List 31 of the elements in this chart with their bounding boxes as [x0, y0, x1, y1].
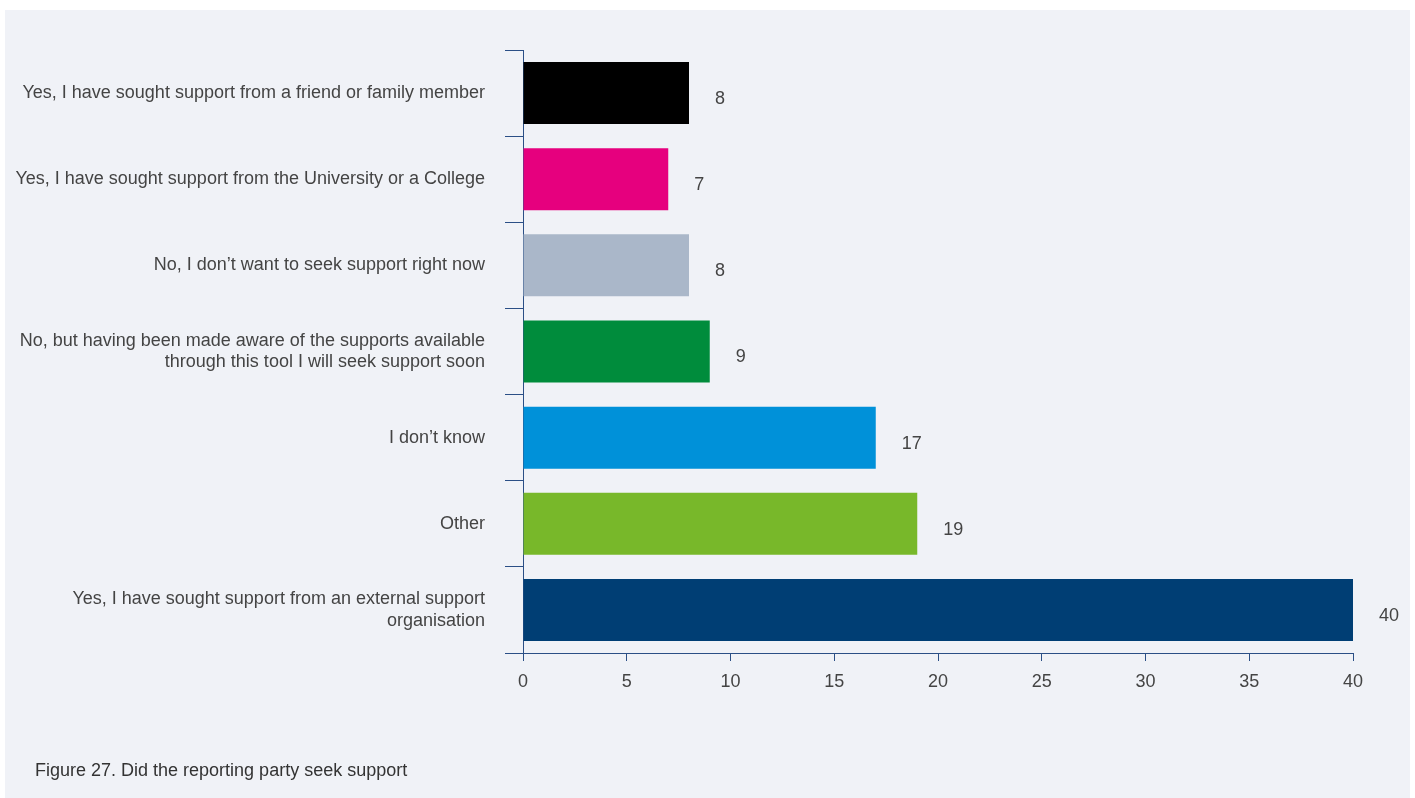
data-label: 19 [943, 518, 964, 539]
data-label: 8 [715, 88, 726, 109]
x-tick-label: 35 [1239, 670, 1260, 691]
y-tick-label: Yes, I have sought support from an external support organisation [72, 588, 485, 630]
bar [523, 492, 918, 555]
y-tick-label: I don’t know [388, 426, 486, 447]
x-tick-label: 30 [1135, 670, 1156, 691]
y-tick-label: No, I don’t want to seek support right now [153, 254, 486, 275]
x-tick-label: 10 [720, 670, 741, 691]
bar [523, 62, 689, 125]
data-label: 9 [735, 346, 746, 367]
x-tick-label: 40 [1342, 670, 1364, 691]
bar [523, 578, 1353, 641]
bar [523, 406, 876, 469]
x-tick-label: 5 [621, 670, 632, 691]
bar [523, 320, 710, 383]
y-tick-label: Yes, I have sought support from the University or a College [15, 168, 485, 189]
x-tick-label: 25 [1031, 670, 1052, 691]
y-tick-label: No, but having been made aware of the supports available through this tool I will seek support soon [19, 329, 485, 372]
bar [523, 234, 689, 297]
data-label: 8 [715, 260, 726, 281]
y-tick-label: Yes, I have sought support from a friend or family member [22, 82, 485, 103]
data-label: 40 [1379, 604, 1400, 625]
bar [523, 148, 669, 211]
x-tick-label: 15 [824, 670, 845, 691]
caption: Figure 27. Did the reporting party seek support [35, 760, 408, 781]
data-label: 17 [901, 432, 922, 453]
x-tick-label: 20 [927, 670, 949, 691]
y-tick-label: Other [439, 512, 485, 533]
x-tick-label: 0 [517, 670, 529, 691]
data-label: 7 [694, 174, 705, 195]
